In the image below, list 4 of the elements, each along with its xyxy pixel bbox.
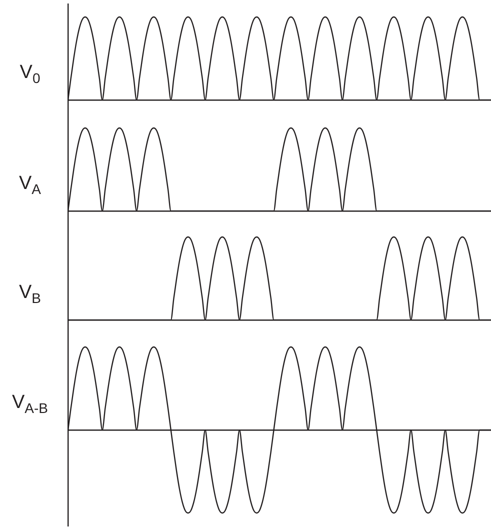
y-axis-title: V$_{A}$ <box>18 173 42 197</box>
y-axis-title: V$_{A-B}$ <box>10 392 50 416</box>
y-axis-title: V$_{0}$ <box>18 62 42 86</box>
y-axis-title: V$_{B}$ <box>18 282 42 306</box>
